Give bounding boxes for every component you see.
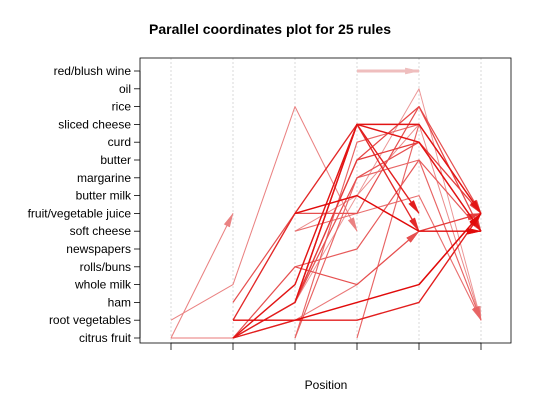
y-tick-label: citrus fruit [79,331,132,345]
y-tick-label: margarine [77,171,131,185]
y-tick-label: butter milk [76,189,132,203]
rule-arrowhead [224,213,233,227]
plot-frame [140,58,511,343]
y-tick-label: red/blush wine [54,64,132,78]
chart-title: Parallel coordinates plot for 25 rules [149,21,391,37]
y-tick-label: fruit/vegetable juice [28,206,132,220]
y-tick-label: butter [100,153,131,167]
rule-arrowhead [405,68,419,74]
y-tick-label: sliced cheese [58,117,131,131]
y-tick-label: whole milk [74,278,132,292]
rule-arrowhead [409,200,419,213]
x-axis-label: Position [305,378,348,392]
y-tick-label: ham [108,295,131,309]
rule-line [171,213,233,338]
y-tick-label: root vegetables [49,313,131,327]
y-tick-label: rolls/buns [80,260,131,274]
y-axis: citrus fruit root vegetables ham whole milk… [28,64,140,345]
y-tick-label: rice [112,100,132,114]
y-tick-label: curd [108,135,131,149]
y-tick-label: oil [119,82,131,96]
rule-lines [171,68,481,338]
rule-arrowhead [348,218,357,232]
y-tick-label: newspapers [66,242,131,256]
y-tick-label: soft cheese [70,224,132,238]
x-axis [171,343,481,350]
